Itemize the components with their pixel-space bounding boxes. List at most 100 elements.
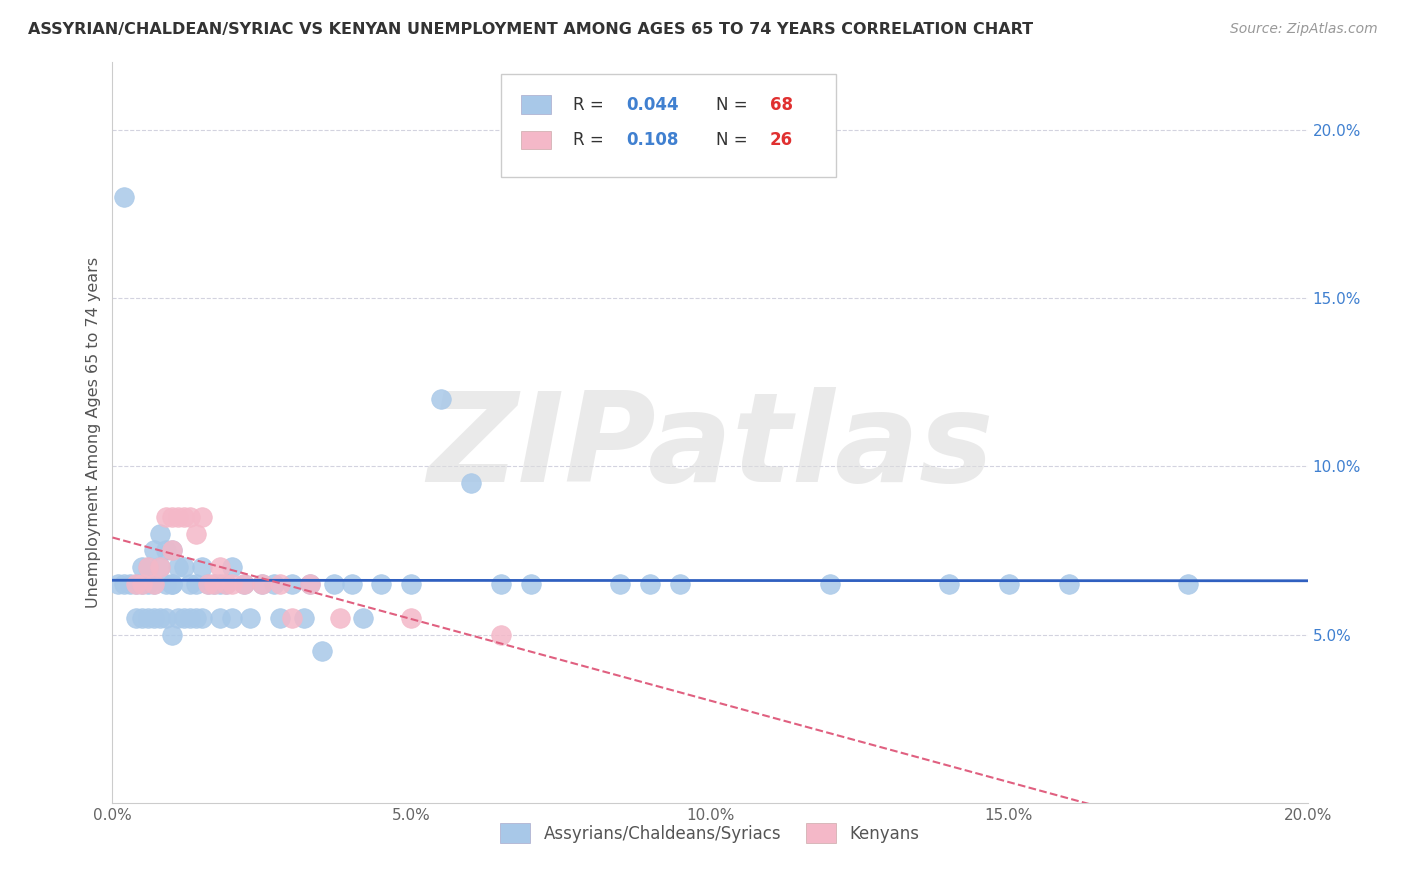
Point (162, 543, 183, 558)
Point (186, 577, 208, 591)
Text: ZIPatlas: ZIPatlas (427, 387, 993, 508)
Point (155, 543, 177, 558)
Bar (522, 95, 551, 114)
Point (215, 577, 238, 591)
Point (353, 610, 375, 624)
Point (179, 610, 201, 624)
Point (998, 577, 1021, 591)
Text: N =: N = (716, 95, 752, 113)
Point (311, 644, 333, 658)
Point (155, 577, 177, 591)
Point (191, 560, 214, 574)
Text: 68: 68 (770, 95, 793, 113)
Point (263, 577, 285, 591)
Text: Source: ZipAtlas.com: Source: ZipAtlas.com (1230, 22, 1378, 37)
Point (173, 509, 195, 524)
Point (186, 526, 208, 541)
Text: ASSYRIAN/CHALDEAN/SYRIAC VS KENYAN UNEMPLOYMENT AMONG AGES 65 TO 74 YEARS CORREL: ASSYRIAN/CHALDEAN/SYRIAC VS KENYAN UNEMP… (28, 22, 1033, 37)
Point (460, 476, 482, 491)
Point (143, 577, 166, 591)
Point (1057, 577, 1080, 591)
Point (609, 577, 631, 591)
Point (221, 577, 243, 591)
Point (281, 577, 304, 591)
Point (298, 577, 321, 591)
Point (173, 610, 195, 624)
Point (138, 577, 160, 591)
Point (131, 560, 153, 574)
Point (209, 577, 232, 591)
Point (149, 560, 172, 574)
Point (162, 577, 183, 591)
Point (114, 577, 135, 591)
Point (125, 577, 148, 591)
Point (167, 560, 190, 574)
Point (401, 577, 423, 591)
Point (149, 610, 172, 624)
Point (167, 610, 190, 624)
Point (155, 509, 177, 524)
Text: 0.044: 0.044 (627, 95, 679, 113)
Point (269, 577, 291, 591)
Point (322, 577, 344, 591)
Point (162, 577, 183, 591)
Point (125, 577, 148, 591)
Point (131, 610, 153, 624)
Point (162, 509, 183, 524)
Point (186, 610, 208, 624)
Point (520, 577, 543, 591)
Point (138, 610, 160, 624)
Point (209, 560, 232, 574)
Text: 26: 26 (770, 131, 793, 149)
Point (191, 509, 214, 524)
Point (114, 190, 135, 204)
Point (107, 577, 129, 591)
Point (298, 577, 321, 591)
Point (143, 577, 166, 591)
Point (489, 577, 512, 591)
Point (120, 577, 142, 591)
Point (340, 577, 363, 591)
Point (209, 610, 232, 624)
Point (143, 610, 166, 624)
Text: R =: R = (572, 95, 609, 113)
Point (938, 577, 960, 591)
Point (191, 610, 214, 624)
Point (131, 577, 153, 591)
Point (149, 526, 172, 541)
Point (370, 577, 392, 591)
Point (281, 610, 304, 624)
Bar (522, 131, 551, 150)
Point (162, 627, 183, 641)
Point (179, 509, 201, 524)
FancyBboxPatch shape (501, 73, 835, 178)
Point (489, 627, 512, 641)
Legend: Assyrians/Chaldeans/Syriacs, Kenyans: Assyrians/Chaldeans/Syriacs, Kenyans (494, 816, 927, 850)
Text: R =: R = (572, 131, 609, 149)
Point (162, 543, 183, 558)
Text: 0.108: 0.108 (627, 131, 679, 149)
Point (401, 610, 423, 624)
Point (640, 577, 662, 591)
Point (138, 560, 160, 574)
Point (669, 577, 692, 591)
Point (143, 543, 166, 558)
Y-axis label: Unemployment Among Ages 65 to 74 years: Unemployment Among Ages 65 to 74 years (86, 257, 101, 608)
Point (202, 577, 225, 591)
Point (430, 392, 453, 406)
Point (250, 577, 273, 591)
Point (250, 577, 273, 591)
Text: N =: N = (716, 131, 752, 149)
Point (173, 560, 195, 574)
Point (221, 560, 243, 574)
Point (202, 577, 225, 591)
Point (167, 509, 190, 524)
Point (1177, 577, 1199, 591)
Point (155, 610, 177, 624)
Point (149, 560, 172, 574)
Point (233, 577, 256, 591)
Point (197, 577, 219, 591)
Point (138, 560, 160, 574)
Point (131, 577, 153, 591)
Point (215, 577, 238, 591)
